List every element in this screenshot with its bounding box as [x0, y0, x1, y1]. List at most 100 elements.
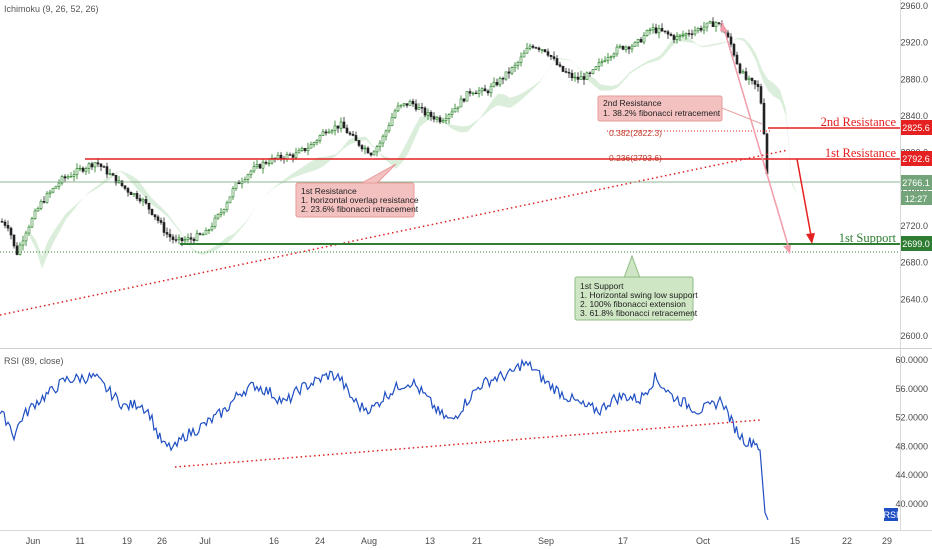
candle-body: [633, 41, 637, 47]
candle-body: [195, 233, 199, 241]
candle-body: [480, 88, 484, 92]
candle-body: [0, 221, 4, 223]
candle-body: [489, 85, 493, 94]
candle-body: [501, 77, 505, 80]
candle-body: [519, 56, 523, 63]
fib-382-label: 0.382(2822.3): [609, 128, 662, 138]
candle-body: [402, 103, 406, 106]
candle-body: [714, 22, 718, 28]
candle-body: [45, 193, 49, 203]
candle-body: [324, 131, 328, 134]
ichimoku-title[interactable]: Ichimoku (9, 26, 52, 26): [4, 4, 99, 14]
candle-body: [360, 145, 364, 150]
time-tick-label: 15: [790, 536, 800, 546]
candle-body: [174, 239, 178, 241]
candle-body: [369, 152, 373, 156]
rising-trendline[interactable]: [0, 149, 789, 316]
candle-body: [357, 140, 361, 146]
candle-body: [213, 217, 217, 227]
rsi-line: [0, 358, 769, 521]
rsi-pane[interactable]: [0, 352, 900, 530]
candle-body: [498, 77, 502, 86]
price-tick-label: 2680.0: [900, 258, 928, 268]
candle-body: [156, 216, 160, 221]
candle-body: [552, 56, 556, 59]
time-tick-label: 26: [157, 536, 167, 546]
candle-body: [234, 181, 238, 189]
price-pane[interactable]: [0, 0, 900, 345]
candle-body: [51, 188, 55, 193]
candle-body: [429, 111, 433, 117]
projection-arrow-line: [721, 21, 791, 253]
candle-body: [654, 27, 658, 34]
candle-body: [30, 218, 34, 228]
candle-body: [207, 229, 211, 231]
candle-body: [15, 245, 19, 255]
candle-body: [744, 71, 748, 80]
annotation-1st-resistance[interactable]: 1st Resistance 1. horizontal overlap res…: [295, 163, 419, 218]
candle-body: [255, 164, 259, 167]
candle-body: [591, 69, 595, 74]
candle-body: [717, 22, 721, 24]
candle-body: [366, 147, 370, 154]
rsi-axis[interactable]: 60.0000 56.0000 52.0000 48.0000 44.0000 40.00…: [895, 355, 928, 509]
annotation-box: [295, 182, 415, 218]
time-axis[interactable]: Jun 11 19 26 Jul 16 24 Aug 13 21 Sep 17 Oct 15 22 29: [26, 536, 892, 546]
annotation-line: 1. 38.2% fibonacci retracement: [603, 108, 721, 118]
candle-body: [108, 173, 112, 175]
rsi-trendline[interactable]: [174, 419, 761, 468]
candle-body: [375, 146, 379, 153]
candle-body: [672, 35, 676, 40]
candle-body: [729, 36, 733, 45]
time-tick-label: 11: [75, 536, 84, 546]
candle-body: [699, 28, 703, 31]
candle-body: [165, 232, 169, 235]
candle-body: [33, 210, 37, 219]
candle-body: [603, 59, 607, 62]
candle-body: [525, 47, 529, 54]
candle-body: [477, 90, 481, 94]
candle-body: [291, 154, 295, 158]
candle-body: [678, 34, 682, 37]
candle-body: [120, 180, 124, 187]
rsi-title[interactable]: RSI (89, close): [4, 356, 64, 366]
projection-arrow-tail: [720, 22, 728, 32]
2nd-resistance-tag-text: 2825.6: [902, 123, 930, 133]
candle-body: [555, 58, 559, 66]
candle-body: [741, 71, 745, 74]
candle-body: [42, 201, 46, 203]
candle-body: [372, 151, 376, 156]
candle-body: [138, 198, 142, 202]
annotation-2nd-resistance[interactable]: 2nd Resistance 1. 38.2% fibonacci retrac…: [597, 95, 763, 125]
candle-body: [192, 238, 196, 241]
candle-body: [462, 98, 466, 102]
candle-body: [126, 188, 130, 193]
candle-body: [513, 64, 517, 68]
candle-body: [582, 76, 586, 80]
candle-body: [321, 131, 325, 136]
candle-body: [99, 163, 103, 167]
candle-body: [318, 135, 322, 141]
time-tick-label: Jun: [26, 536, 41, 546]
annotation-1st-support[interactable]: 1st Support 1. Horizontal swing low supp…: [574, 254, 698, 321]
1st-support-label: 1st Support: [839, 231, 897, 245]
candle-body: [336, 125, 340, 129]
candle-body: [186, 237, 190, 240]
candle-body: [666, 31, 670, 35]
candle-body: [276, 154, 280, 159]
candle-body: [345, 127, 349, 134]
candle-body: [393, 110, 397, 119]
candle-body: [504, 71, 508, 80]
candle-body: [297, 150, 301, 154]
price-tick-label: 2920.0: [900, 38, 928, 48]
annotation-title: 1st Resistance: [301, 186, 357, 196]
candle-body: [39, 201, 43, 209]
candle-body: [123, 185, 127, 189]
candle-body: [231, 188, 235, 198]
candle-body: [294, 152, 298, 158]
price-axis[interactable]: 2960.02920.02880.02840.02800.02760.02720…: [900, 1, 928, 341]
candle-body: [558, 64, 562, 67]
time-tick-label: 16: [269, 536, 279, 546]
candle-body: [696, 28, 700, 32]
candle-body: [90, 163, 94, 168]
